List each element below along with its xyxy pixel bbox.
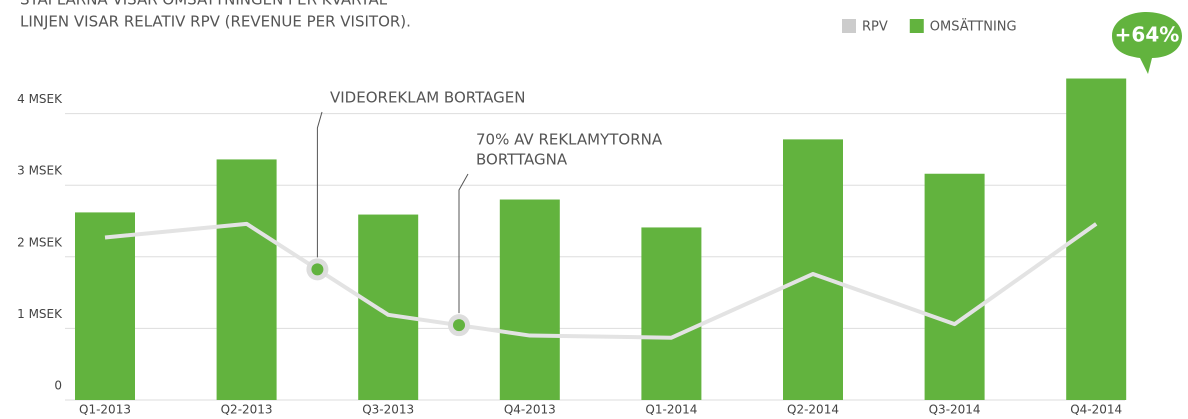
y-tick-label: 3 MSEK	[17, 164, 63, 178]
badge: +64%	[1115, 23, 1180, 47]
bar	[641, 227, 702, 400]
annotation: VIDEOREKLAM BORTAGEN	[330, 89, 525, 107]
bar	[499, 199, 560, 400]
x-tick-label: Q3-2013	[362, 403, 414, 417]
bar	[216, 159, 277, 400]
annotation: 70% AV REKLAMYTORNA	[476, 131, 663, 149]
x-tick-label: Q2-2014	[787, 403, 839, 417]
bar	[75, 212, 135, 400]
bar	[924, 173, 985, 400]
annotation-leader	[458, 173, 469, 314]
y-tick-label: 0	[54, 379, 62, 393]
y-tick-label: 4 MSEK	[17, 92, 63, 106]
y-tick-label: 1 MSEK	[17, 307, 63, 321]
chart-subtitle: LINJEN VISAR RELATIV RPV (REVENUE PER VI…	[20, 13, 411, 31]
x-tick-label: Q4-2013	[504, 403, 556, 417]
x-tick-label: Q4-2014	[1070, 403, 1122, 417]
badge-bubble	[1112, 12, 1182, 74]
x-tick-label: Q2-2013	[221, 403, 273, 417]
bar	[358, 214, 419, 400]
legend-swatch	[842, 19, 856, 33]
legend-label: RPV	[862, 20, 888, 35]
x-tick-label: Q1-2013	[79, 403, 131, 417]
rpv-line	[104, 221, 1098, 340]
x-tick-label: Q3-2014	[929, 403, 981, 417]
bar	[783, 139, 843, 400]
annotation-leader	[316, 111, 323, 258]
legend-swatch	[909, 19, 924, 33]
chart-title: STAPLARNA VISAR OMSÄTTNINGEN PER KVARTAL	[20, 0, 388, 9]
x-tick-label: Q1-2014	[645, 403, 697, 417]
annotation-dot	[311, 263, 324, 276]
y-tick-label: 2 MSEK	[17, 235, 63, 249]
legend-label: OMSÄTTNING	[930, 19, 1017, 35]
annotation-dot	[453, 319, 465, 332]
annotation: BORTTAGNA	[476, 151, 568, 169]
